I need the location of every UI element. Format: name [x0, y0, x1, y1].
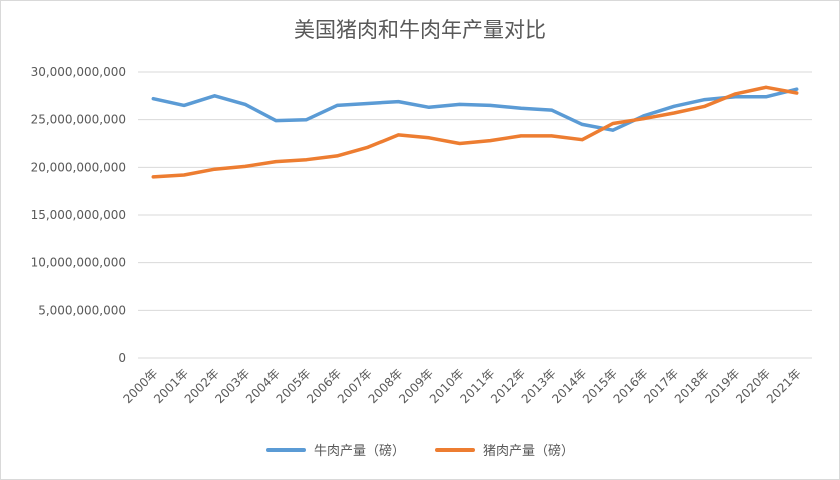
y-tick-label: 20,000,000,000 [31, 160, 126, 174]
data-point [519, 106, 523, 110]
data-point [243, 164, 247, 168]
legend-swatch-pork [435, 447, 475, 452]
legend-label-pork: 猪肉产量（磅） [483, 444, 575, 459]
legend: 牛肉产量（磅） 猪肉产量（磅） [0, 440, 840, 459]
data-point [427, 136, 431, 140]
data-point [703, 104, 707, 108]
data-point [611, 121, 615, 125]
y-tick-label: 15,000,000,000 [31, 208, 126, 222]
data-point [396, 133, 400, 137]
data-point [703, 98, 707, 102]
data-point [305, 158, 308, 162]
data-point [733, 92, 737, 96]
data-point [672, 111, 676, 115]
data-point [213, 167, 217, 171]
data-point [427, 105, 431, 109]
data-point [795, 87, 799, 91]
data-point [274, 160, 278, 164]
data-point [642, 117, 645, 121]
data-point [519, 134, 523, 138]
x-axis-ticks: 2000年2001年2002年2003年2004年2005年2006年2007年… [120, 366, 803, 406]
data-point [550, 108, 554, 112]
data-point [611, 128, 615, 132]
data-point [642, 114, 645, 118]
data-point [182, 103, 186, 107]
data-point [366, 101, 370, 105]
data-point [243, 102, 247, 106]
data-point [580, 122, 584, 126]
y-axis-ticks: 0 5,000,000,000 10,000,000,000 15,000,000,0… [31, 65, 126, 365]
data-point [151, 175, 155, 179]
y-tick-label: 0 [118, 351, 126, 365]
data-point [764, 85, 768, 89]
y-tick-label: 25,000,000,000 [31, 113, 126, 127]
data-point [764, 95, 768, 99]
data-point [672, 104, 676, 108]
data-point [366, 145, 370, 149]
y-tick-label: 30,000,000,000 [31, 65, 126, 79]
data-point [550, 134, 554, 138]
series-line-beef [151, 87, 799, 132]
series-line-pork [151, 85, 799, 179]
data-point [458, 102, 462, 106]
data-point [488, 103, 492, 107]
data-point [335, 154, 339, 158]
data-point [151, 97, 155, 101]
legend-item-pork: 猪肉产量（磅） [435, 440, 574, 459]
legend-item-beef: 牛肉产量（磅） [265, 440, 405, 459]
data-point [335, 103, 339, 107]
data-point [795, 91, 799, 95]
data-point [213, 94, 217, 98]
gridlines [138, 71, 812, 311]
series-lines [151, 85, 799, 179]
data-point [396, 100, 400, 104]
data-point [274, 119, 278, 123]
data-point [305, 118, 308, 122]
legend-label-beef: 牛肉产量（磅） [313, 444, 405, 459]
y-tick-label: 10,000,000,000 [31, 256, 126, 270]
y-tick-label: 5,000,000,000 [38, 303, 126, 317]
x-tick-label: 2021年 [764, 366, 804, 406]
data-point [580, 138, 584, 142]
data-point [458, 142, 462, 145]
data-point [182, 173, 186, 177]
legend-swatch-beef [265, 447, 306, 452]
data-point [488, 139, 492, 143]
chart-title: 美国猪肉和牛肉年产量对比 [294, 18, 546, 42]
